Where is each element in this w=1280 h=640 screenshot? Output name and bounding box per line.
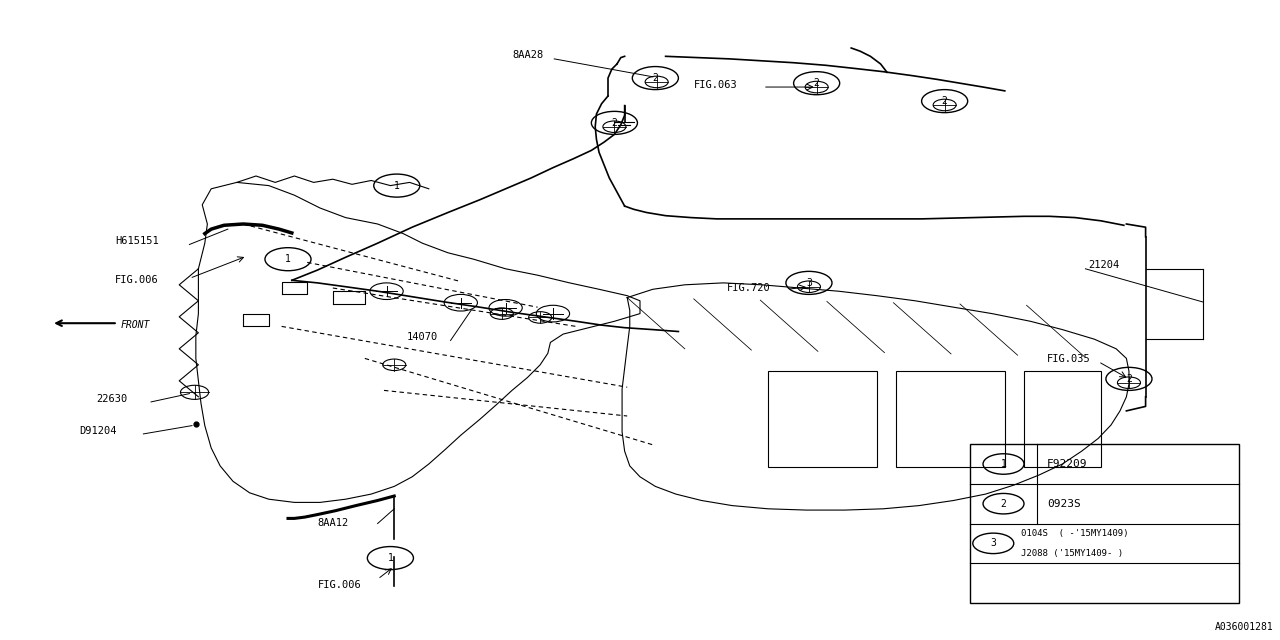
Text: H615151: H615151 bbox=[115, 236, 159, 246]
Text: 2: 2 bbox=[653, 73, 658, 83]
Text: F92209: F92209 bbox=[1047, 459, 1088, 469]
Text: J2088 ('15MY1409- ): J2088 ('15MY1409- ) bbox=[1021, 548, 1124, 558]
Text: 2: 2 bbox=[1001, 499, 1006, 509]
Text: FIG.720: FIG.720 bbox=[727, 283, 771, 293]
Text: 22630: 22630 bbox=[96, 394, 127, 404]
Text: 8AA12: 8AA12 bbox=[317, 518, 348, 528]
Text: 0923S: 0923S bbox=[1047, 499, 1080, 509]
Bar bbox=[768, 371, 877, 467]
Text: 14070: 14070 bbox=[407, 332, 438, 342]
Text: FRONT: FRONT bbox=[120, 319, 150, 330]
Bar bbox=[896, 371, 1005, 467]
Text: 1: 1 bbox=[1001, 459, 1006, 469]
Text: 2: 2 bbox=[1126, 374, 1132, 384]
Text: 3: 3 bbox=[991, 538, 996, 548]
Text: D91204: D91204 bbox=[79, 426, 116, 436]
Text: 2: 2 bbox=[814, 78, 819, 88]
Text: 1: 1 bbox=[285, 254, 291, 264]
Text: FIG.063: FIG.063 bbox=[694, 81, 737, 90]
Text: 0104S  ( -'15MY1409): 0104S ( -'15MY1409) bbox=[1021, 529, 1129, 538]
Text: 8AA28: 8AA28 bbox=[512, 50, 543, 60]
Text: 1: 1 bbox=[394, 180, 399, 191]
Text: FIG.006: FIG.006 bbox=[317, 580, 361, 589]
Text: 2: 2 bbox=[942, 96, 947, 106]
Bar bbox=[1024, 371, 1101, 467]
Text: A036001281: A036001281 bbox=[1215, 622, 1274, 632]
Text: 21204: 21204 bbox=[1088, 260, 1119, 269]
Text: 3: 3 bbox=[806, 278, 812, 288]
Text: FIG.035: FIG.035 bbox=[1047, 353, 1091, 364]
Bar bbox=[970, 444, 1239, 603]
Text: FIG.006: FIG.006 bbox=[115, 275, 159, 285]
Text: 1: 1 bbox=[388, 553, 393, 563]
Text: 2: 2 bbox=[612, 118, 617, 128]
